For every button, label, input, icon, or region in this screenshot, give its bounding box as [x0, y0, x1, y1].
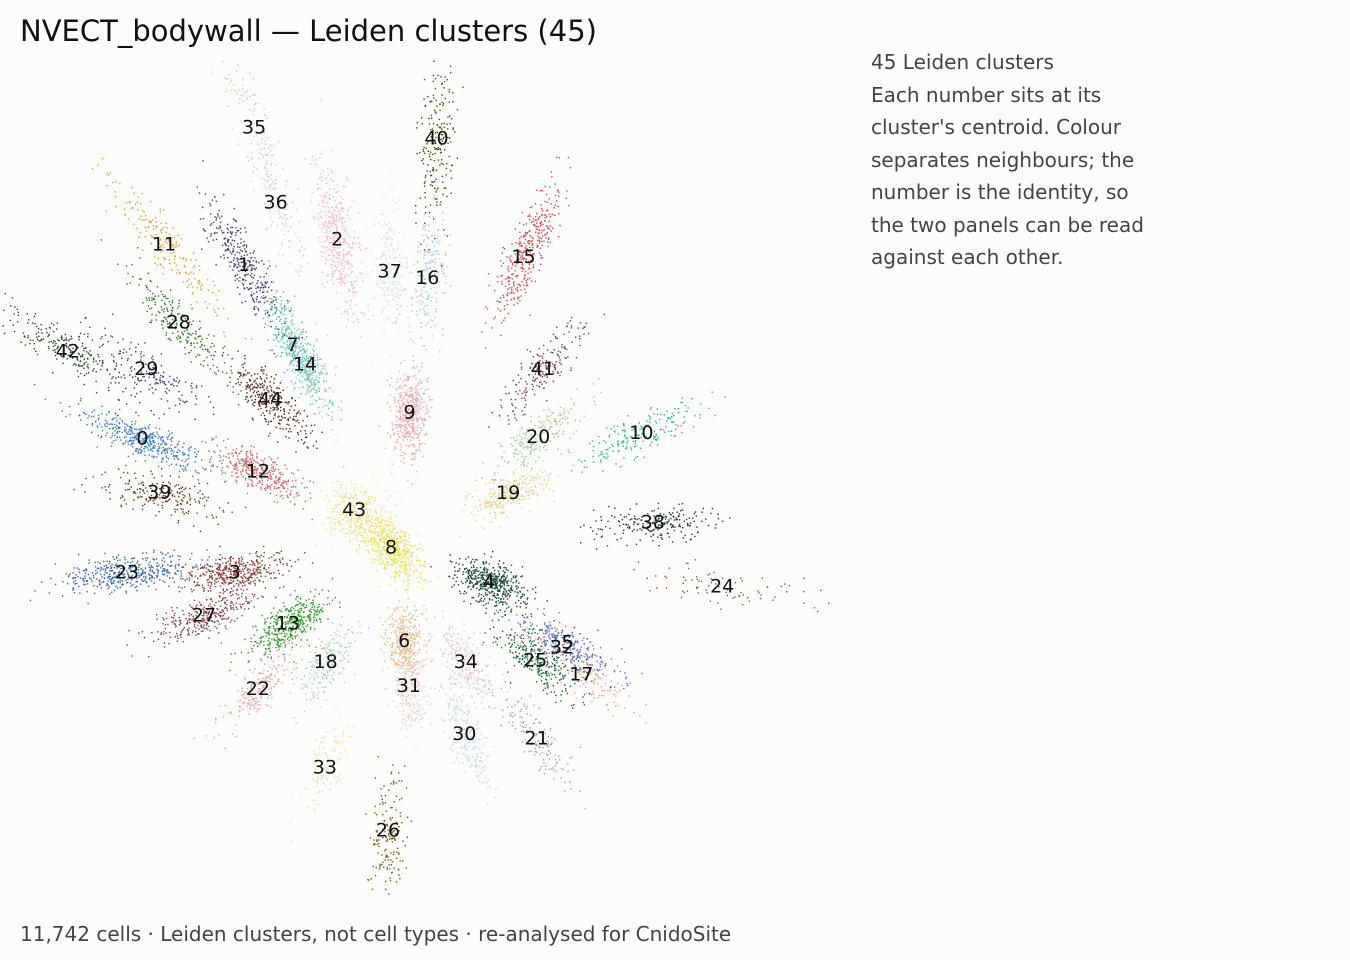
- cluster-28-points: [100, 239, 262, 416]
- cluster-label-11: 11: [152, 233, 176, 255]
- cluster-label-13: 13: [276, 613, 300, 635]
- cluster-label-6: 6: [398, 630, 410, 652]
- cluster-40-points: [415, 60, 464, 267]
- cluster-label-21: 21: [525, 728, 549, 750]
- cluster-18-points: [289, 616, 370, 724]
- cluster-label-18: 18: [314, 651, 338, 673]
- side-note-line: Each number sits at its: [871, 82, 1102, 107]
- cluster-label-27: 27: [192, 605, 216, 627]
- cluster-19-points: [458, 460, 574, 537]
- cluster-35-points: [211, 61, 300, 218]
- cluster-label-8: 8: [385, 537, 397, 559]
- cluster-label-44: 44: [258, 389, 282, 411]
- cluster-44-points: [213, 350, 323, 453]
- side-note: 45 Leiden clusters Each number sits at it…: [871, 46, 1201, 274]
- cluster-label-15: 15: [511, 246, 535, 268]
- cluster-label-30: 30: [452, 723, 476, 745]
- cluster-23-points: [29, 549, 224, 605]
- cluster-43-points: [315, 473, 396, 555]
- cluster-25-points: [482, 607, 593, 709]
- cluster-label-40: 40: [424, 128, 448, 150]
- cluster-label-4: 4: [483, 571, 495, 593]
- chart-title: NVECT_bodywall — Leiden clusters (45): [20, 14, 597, 48]
- cluster-label-28: 28: [167, 312, 191, 334]
- cluster-11-points: [91, 158, 253, 366]
- cluster-label-9: 9: [404, 401, 416, 423]
- cluster-label-10: 10: [629, 422, 653, 444]
- cluster-label-39: 39: [147, 481, 171, 503]
- cluster-36-points: [237, 124, 329, 337]
- cluster-21-points: [481, 644, 586, 810]
- side-note-line: 45 Leiden clusters: [871, 50, 1054, 74]
- cluster-39-points: [73, 464, 247, 532]
- cluster-24-points: [633, 559, 830, 613]
- cluster-label-26: 26: [376, 820, 400, 842]
- cluster-20-points: [474, 378, 602, 481]
- cluster-label-22: 22: [246, 678, 270, 700]
- cluster-10-points: [568, 391, 726, 473]
- cluster-label-0: 0: [136, 428, 148, 450]
- cluster-label-12: 12: [246, 461, 270, 483]
- cluster-label-17: 17: [569, 664, 593, 686]
- cluster-42-points: [2, 292, 182, 416]
- cluster-label-5: 5: [561, 632, 573, 654]
- cell-points: [2, 60, 830, 895]
- cluster-31-points: [383, 620, 433, 747]
- side-note-line: separates neighbours; the: [871, 147, 1135, 172]
- cluster-26-points: [365, 756, 413, 895]
- cluster-label-16: 16: [415, 267, 439, 289]
- cluster-9-points: [378, 360, 433, 485]
- cluster-label-25: 25: [523, 649, 547, 671]
- cluster-13-points: [220, 578, 341, 672]
- cluster-label-3: 3: [229, 561, 241, 583]
- cluster-27-points: [126, 582, 264, 658]
- cluster-12-points: [201, 436, 315, 521]
- cluster-label-29: 29: [134, 358, 158, 380]
- cluster-34-points: [419, 610, 509, 710]
- footer-caption: 11,742 cells · Leiden clusters, not cell…: [20, 922, 732, 946]
- cluster-label-7: 7: [287, 334, 299, 356]
- cluster-label-33: 33: [313, 757, 337, 779]
- cluster-label-23: 23: [115, 561, 139, 583]
- cluster-3-points: [153, 545, 314, 601]
- cluster-29-points: [70, 313, 215, 420]
- cluster-32-points: [510, 615, 629, 689]
- cluster-label-1: 1: [238, 254, 250, 276]
- cluster-label-37: 37: [378, 261, 402, 283]
- cluster-0-points: [34, 383, 226, 483]
- cluster-2-points: [304, 98, 374, 338]
- cluster-label-32: 32: [550, 637, 574, 659]
- cluster-label-34: 34: [454, 651, 478, 673]
- cluster-label-36: 36: [264, 192, 288, 214]
- cluster-14-points: [265, 291, 345, 468]
- cluster-16-points: [394, 178, 452, 373]
- cluster-15-points: [481, 156, 572, 349]
- side-note-line: the two panels can be read: [871, 212, 1144, 237]
- cluster-label-24: 24: [710, 576, 734, 598]
- cluster-label-41: 41: [531, 358, 555, 380]
- cluster-4-points: [430, 550, 548, 617]
- cluster-41-points: [488, 313, 605, 428]
- cluster-label-19: 19: [496, 482, 520, 504]
- cluster-label-43: 43: [342, 499, 366, 521]
- cluster-30-points: [426, 659, 497, 805]
- cluster-37-points: [365, 172, 416, 388]
- cluster-label-20: 20: [526, 426, 550, 448]
- cluster-33-points: [290, 706, 355, 842]
- cluster-label-14: 14: [293, 353, 317, 375]
- cluster-label-31: 31: [397, 675, 421, 697]
- cluster-label-35: 35: [242, 117, 266, 139]
- cluster-label-42: 42: [56, 341, 80, 363]
- cluster-label-38: 38: [641, 512, 665, 534]
- cluster-label-2: 2: [331, 229, 343, 251]
- side-note-line: against each other.: [871, 245, 1064, 269]
- side-note-line: cluster's centroid. Colour: [871, 115, 1121, 139]
- cluster-6-points: [379, 589, 436, 701]
- cluster-22-points: [193, 635, 324, 750]
- cluster-38-points: [579, 502, 731, 550]
- side-note-line: number is the identity, so: [871, 180, 1129, 204]
